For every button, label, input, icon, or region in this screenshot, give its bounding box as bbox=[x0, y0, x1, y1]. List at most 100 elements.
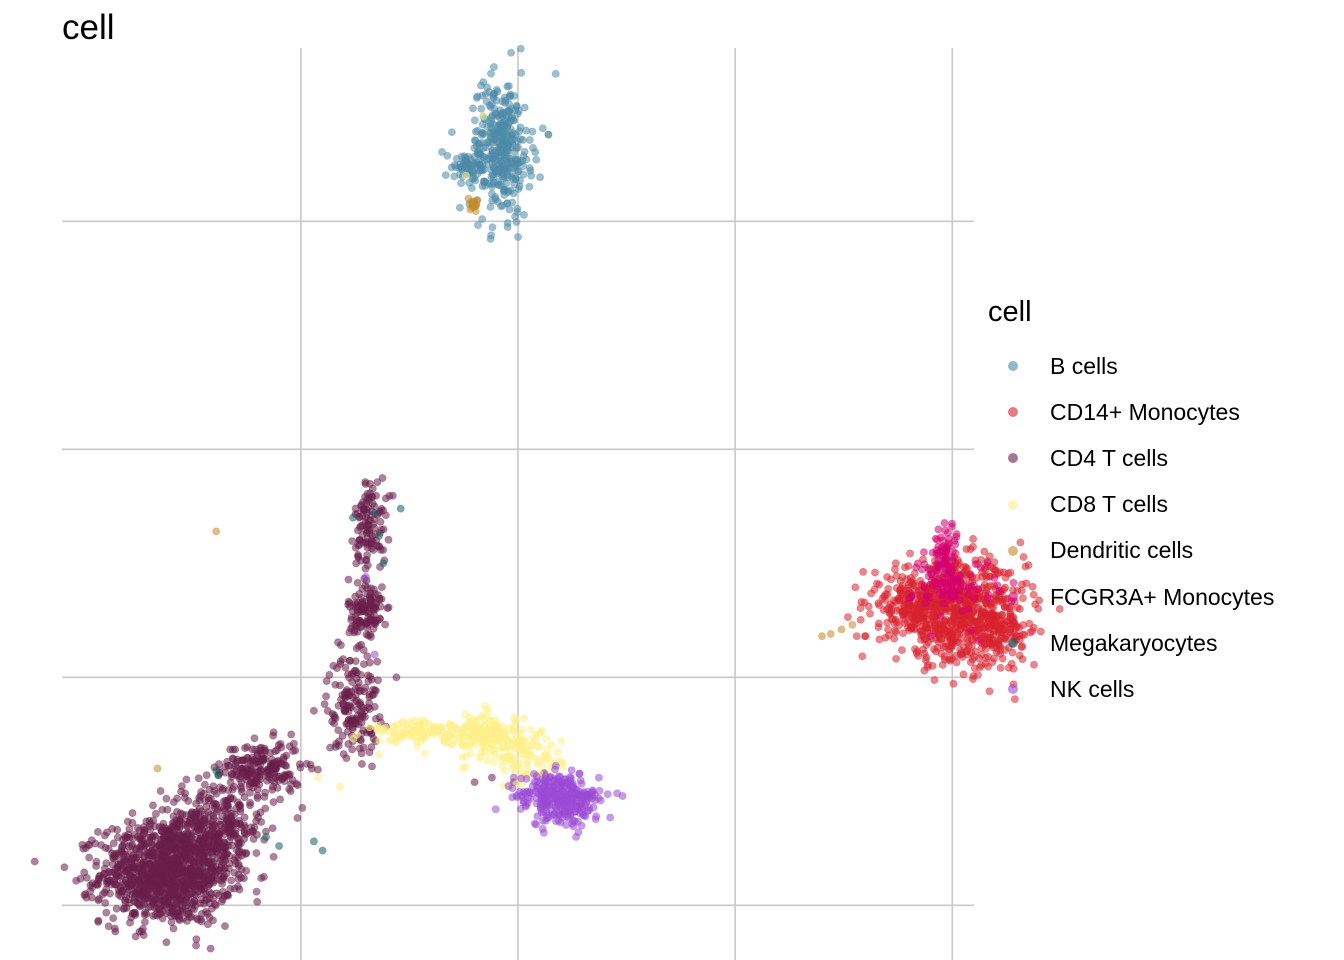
point-cd4-t-cells bbox=[184, 797, 193, 806]
point-cd4-t-cells bbox=[214, 817, 223, 826]
point-cd4-t-cells bbox=[269, 852, 278, 861]
point-megakaryocytes bbox=[379, 559, 388, 568]
point-b-cells bbox=[520, 103, 529, 112]
point-cd14-monocytes bbox=[917, 635, 926, 644]
point-cd4-t-cells bbox=[366, 633, 375, 642]
point-cd4-t-cells bbox=[218, 784, 227, 793]
point-fcgr3a-monocytes bbox=[974, 636, 983, 645]
point-cd8-t-cells bbox=[410, 733, 419, 742]
point-cd4-t-cells bbox=[133, 884, 142, 893]
point-b-cells bbox=[489, 63, 498, 72]
point-cd14-monocytes bbox=[980, 547, 989, 556]
point-cd4-t-cells bbox=[341, 663, 350, 672]
point-cd4-t-cells bbox=[113, 867, 122, 876]
point-cd4-t-cells bbox=[378, 473, 387, 482]
point-cd4-t-cells bbox=[156, 878, 165, 887]
point-cd4-t-cells bbox=[173, 849, 182, 858]
legend-marker bbox=[1008, 361, 1018, 372]
point-cd4-t-cells bbox=[256, 746, 265, 755]
point-cd4-t-cells bbox=[135, 850, 144, 859]
point-megakaryocytes bbox=[214, 771, 223, 780]
point-cd14-monocytes bbox=[916, 628, 925, 637]
point-cd14-monocytes bbox=[970, 664, 979, 673]
point-cd4-t-cells bbox=[347, 669, 356, 678]
point-cd4-t-cells bbox=[371, 714, 380, 723]
point-fcgr3a-monocytes bbox=[952, 530, 961, 539]
point-cd4-t-cells bbox=[365, 705, 374, 714]
point-cd4-t-cells bbox=[360, 605, 369, 614]
point-cd4-t-cells bbox=[226, 745, 235, 754]
point-megakaryocytes bbox=[374, 531, 383, 540]
legend-label: CD14+ Monocytes bbox=[1050, 398, 1240, 425]
point-cd4-t-cells bbox=[362, 618, 371, 627]
point-cd4-t-cells bbox=[180, 887, 189, 896]
point-fcgr3a-monocytes bbox=[934, 556, 943, 565]
point-cd4-t-cells bbox=[253, 785, 262, 794]
point-nk-cells bbox=[532, 820, 541, 829]
point-cd4-t-cells bbox=[203, 920, 212, 929]
point-cd4-t-cells bbox=[280, 771, 289, 780]
point-cd4-t-cells bbox=[132, 864, 141, 873]
point-fcgr3a-monocytes bbox=[958, 607, 967, 616]
point-nk-cells bbox=[509, 773, 518, 782]
point-cd4-t-cells bbox=[93, 827, 102, 836]
point-cd4-t-cells bbox=[94, 917, 103, 926]
point-cd4-t-cells bbox=[332, 664, 341, 673]
legend-key bbox=[988, 666, 1038, 712]
point-cd14-monocytes bbox=[899, 607, 908, 616]
point-cd4-t-cells bbox=[269, 731, 278, 740]
point-b-cells bbox=[509, 174, 518, 183]
point-cd4-t-cells bbox=[345, 599, 354, 608]
point-b-cells bbox=[473, 92, 482, 101]
point-cd4-t-cells bbox=[332, 739, 341, 748]
point-cd4-t-cells bbox=[215, 828, 224, 837]
point-cd4-t-cells bbox=[287, 780, 296, 789]
point-b-cells bbox=[510, 147, 519, 156]
point-cd4-t-cells bbox=[110, 851, 119, 860]
point-cd4-t-cells bbox=[252, 887, 261, 896]
point-cd14-monocytes bbox=[932, 601, 941, 610]
legend-item: Dendritic cells bbox=[988, 528, 1274, 574]
point-cd14-monocytes bbox=[884, 584, 893, 593]
point-cd8-t-cells bbox=[335, 782, 344, 791]
point-cd14-monocytes bbox=[930, 676, 939, 685]
point-cd4-t-cells bbox=[118, 880, 127, 889]
point-cd4-t-cells bbox=[168, 884, 177, 893]
legend-key bbox=[988, 389, 1038, 435]
point-cd4-t-cells bbox=[109, 878, 118, 887]
point-cd4-t-cells bbox=[364, 493, 373, 502]
point-cd4-t-cells bbox=[344, 575, 353, 584]
point-nk-cells bbox=[547, 806, 556, 815]
point-b-cells bbox=[478, 120, 487, 129]
point-nk-cells bbox=[577, 802, 586, 811]
point-cd4-t-cells bbox=[376, 517, 385, 526]
legend-title: cell bbox=[988, 296, 1032, 328]
point-cd14-monocytes bbox=[883, 618, 892, 627]
point-cd4-t-cells bbox=[358, 521, 367, 530]
point-cd4-t-cells bbox=[163, 805, 172, 814]
point-cd4-t-cells bbox=[92, 857, 101, 866]
point-cd4-t-cells bbox=[182, 829, 191, 838]
point-cd4-t-cells bbox=[195, 858, 204, 867]
point-megakaryocytes bbox=[396, 504, 405, 513]
point-b-cells bbox=[479, 78, 488, 87]
point-cd4-t-cells bbox=[298, 803, 307, 812]
legend-marker bbox=[1008, 545, 1018, 556]
point-cd8-t-cells bbox=[458, 728, 467, 737]
point-cd4-t-cells bbox=[358, 530, 367, 539]
point-cd4-t-cells bbox=[363, 671, 372, 680]
point-cd4-t-cells bbox=[72, 876, 81, 885]
point-cd4-t-cells bbox=[289, 739, 298, 748]
point-b-cells bbox=[450, 172, 459, 181]
point-cd4-t-cells bbox=[351, 592, 360, 601]
point-cd4-t-cells bbox=[101, 899, 110, 908]
point-cd4-t-cells bbox=[354, 553, 363, 562]
point-cd4-t-cells bbox=[253, 794, 262, 803]
point-cd14-monocytes bbox=[898, 573, 907, 582]
point-fcgr3a-monocytes bbox=[976, 563, 985, 572]
legend-label: CD8 T cells bbox=[1050, 491, 1169, 518]
point-cd4-t-cells bbox=[206, 832, 215, 841]
point-cd4-t-cells bbox=[309, 706, 318, 715]
point-b-cells bbox=[507, 157, 516, 166]
point-nk-cells bbox=[504, 782, 513, 791]
